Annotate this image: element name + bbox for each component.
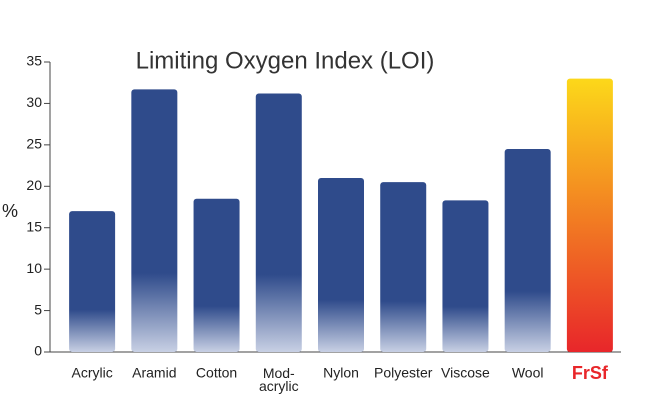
bar [69,211,116,352]
x-tick-label: Wool [512,365,544,381]
bar [131,89,178,352]
bar [193,198,240,352]
x-tick-label: Polyester [374,365,433,381]
y-tick-label: 0 [34,343,42,359]
y-tick-label: 20 [26,177,42,193]
x-tick-label: Viscose [441,365,490,381]
y-tick-label: 5 [34,301,42,317]
y-tick-label: 10 [26,260,42,276]
y-axis-label: % [2,201,18,221]
y-tick-label: 15 [26,218,42,234]
bar [318,178,364,352]
bar [380,182,427,352]
bar [255,93,302,352]
bar [566,78,613,353]
chart-title: Limiting Oxygen Index (LOI) [136,47,435,74]
bar [504,149,551,352]
x-tick-label: Mod-acrylic [259,365,299,394]
bar [442,200,489,352]
y-tick-label: 35 [26,53,42,69]
x-tick-label: Nylon [323,365,359,381]
x-tick-label: FrSf [572,363,609,383]
x-tick-label: Aramid [132,365,176,381]
x-tick-label: Cotton [196,365,237,381]
x-tick-label: Acrylic [71,365,112,381]
y-tick-label: 25 [26,136,42,152]
y-tick-label: 30 [26,94,42,110]
